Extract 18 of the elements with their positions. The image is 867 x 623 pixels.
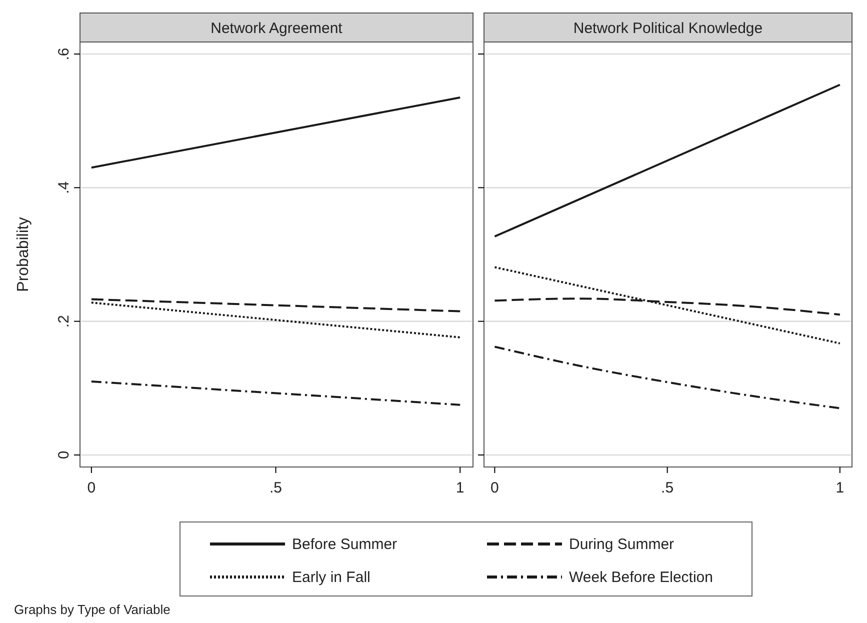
legend-label: Week Before Election (569, 569, 713, 586)
y-tick-label: .4 (55, 181, 72, 194)
x-tick-label: 0 (87, 480, 96, 496)
text: Graphs by Type of Variable (14, 602, 170, 617)
chart-title: Network Agreement (210, 20, 344, 37)
x-tick-label: .5 (270, 480, 282, 496)
y-tick-label: .2 (55, 315, 72, 328)
legend-label: Early in Fall (292, 569, 370, 586)
legend-label: Before Summer (292, 536, 398, 553)
x-tick-label: 1 (456, 480, 464, 496)
x-tick-label: 0 (490, 480, 499, 496)
y-tick-label: 0 (55, 450, 72, 460)
x-tick-label: .5 (661, 480, 674, 496)
y-tick-label: .6 (55, 48, 72, 60)
y-axis-title: Probability (15, 217, 32, 292)
legend-label: During Summer (569, 536, 674, 553)
chart-title: Network Political Knowledge (573, 20, 763, 37)
x-tick-label: 1 (836, 480, 844, 496)
